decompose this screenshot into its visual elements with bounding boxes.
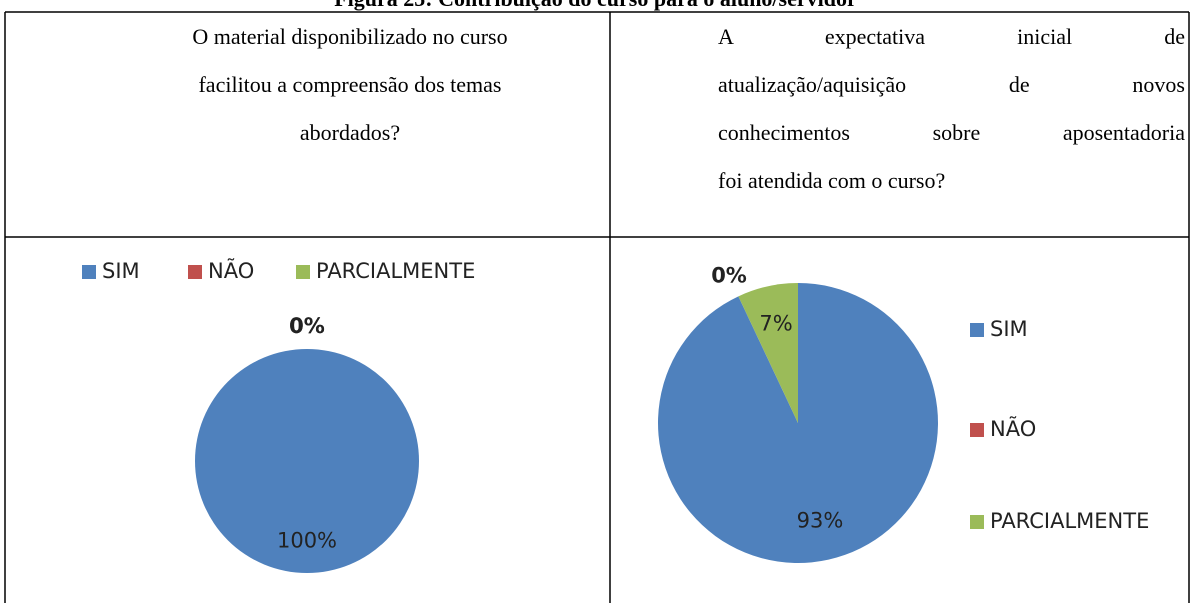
legend-label: SIM bbox=[102, 259, 140, 283]
pie-slice bbox=[658, 283, 938, 564]
legend-label: SIM bbox=[990, 317, 1028, 341]
legend-swatch bbox=[188, 265, 202, 279]
legend-swatch bbox=[970, 423, 984, 437]
legend-label: NÃO bbox=[990, 415, 1036, 441]
table-grid bbox=[4, 11, 1190, 603]
question-line: atualização/aquisição de novos bbox=[718, 72, 1185, 97]
legend-label: PARCIALMENTE bbox=[990, 509, 1149, 533]
question: O material disponibilizado no curso facil… bbox=[110, 13, 590, 157]
figure-title: Figura 25: Contribuição do curso para o … bbox=[0, 0, 1191, 12]
pie-slice bbox=[738, 283, 798, 423]
data-label: 100% bbox=[277, 529, 337, 553]
question-line: abordados? bbox=[299, 120, 401, 145]
legend-swatch bbox=[970, 323, 984, 337]
legend-label: NÃO bbox=[208, 257, 254, 283]
data-label: 0% bbox=[711, 263, 747, 287]
question-line: facilitou a compreensão dos temas bbox=[198, 72, 502, 97]
question-line: foi atendida com o curso? bbox=[718, 168, 946, 193]
question-line: O material disponibilizado no curso bbox=[192, 24, 508, 49]
question-line: A expectativa inicial de bbox=[718, 24, 1185, 49]
data-label: 0% bbox=[289, 314, 325, 338]
question: A expectativa inicial de atualização/aqui… bbox=[718, 13, 1185, 205]
legend-swatch bbox=[82, 265, 96, 279]
legend-label: PARCIALMENTE bbox=[316, 259, 475, 283]
legend-swatch bbox=[970, 515, 984, 529]
pie-slice bbox=[195, 349, 419, 573]
data-label: 93% bbox=[797, 508, 844, 532]
data-label: 7% bbox=[759, 312, 792, 336]
question-line: conhecimentos sobre aposentadoria bbox=[718, 120, 1185, 145]
data-label: 0% bbox=[289, 314, 325, 338]
legend-swatch bbox=[296, 265, 310, 279]
